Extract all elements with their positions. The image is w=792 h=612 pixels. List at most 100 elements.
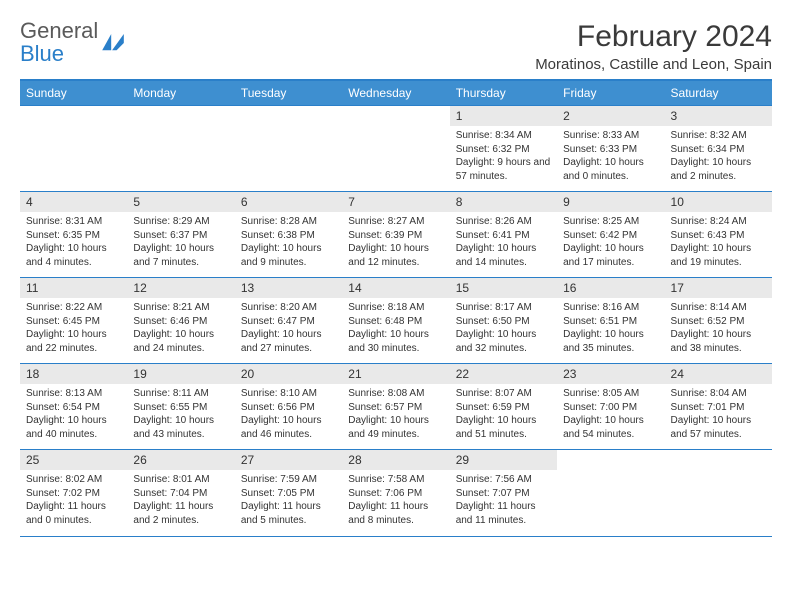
day-number: 17 xyxy=(665,278,772,298)
daylight-line: Daylight: 10 hours and 22 minutes. xyxy=(26,328,121,355)
brand-word2: Blue xyxy=(20,41,64,66)
sunrise-line: Sunrise: 8:07 AM xyxy=(456,387,551,401)
sunset-line: Sunset: 6:52 PM xyxy=(671,315,766,329)
day-body: Sunrise: 8:02 AMSunset: 7:02 PMDaylight:… xyxy=(20,470,127,531)
day-cell: 15Sunrise: 8:17 AMSunset: 6:50 PMDayligh… xyxy=(450,278,557,364)
day-number: 12 xyxy=(127,278,234,298)
daylight-line: Daylight: 10 hours and 0 minutes. xyxy=(563,156,658,183)
day-number: 2 xyxy=(557,106,664,126)
day-body: Sunrise: 8:32 AMSunset: 6:34 PMDaylight:… xyxy=(665,126,772,187)
day-cell: 2Sunrise: 8:33 AMSunset: 6:33 PMDaylight… xyxy=(557,106,664,192)
day-cell: 19Sunrise: 8:11 AMSunset: 6:55 PMDayligh… xyxy=(127,364,234,450)
daylight-line: Daylight: 10 hours and 19 minutes. xyxy=(671,242,766,269)
day-body: Sunrise: 8:28 AMSunset: 6:38 PMDaylight:… xyxy=(235,212,342,273)
sunset-line: Sunset: 7:07 PM xyxy=(456,487,551,501)
sunset-line: Sunset: 6:41 PM xyxy=(456,229,551,243)
day-cell: 6Sunrise: 8:28 AMSunset: 6:38 PMDaylight… xyxy=(235,192,342,278)
sunset-line: Sunset: 6:59 PM xyxy=(456,401,551,415)
day-cell: 18Sunrise: 8:13 AMSunset: 6:54 PMDayligh… xyxy=(20,364,127,450)
day-cell: 20Sunrise: 8:10 AMSunset: 6:56 PMDayligh… xyxy=(235,364,342,450)
day-cell: 17Sunrise: 8:14 AMSunset: 6:52 PMDayligh… xyxy=(665,278,772,364)
empty-cell xyxy=(665,450,772,536)
daylight-line: Daylight: 10 hours and 9 minutes. xyxy=(241,242,336,269)
day-cell: 4Sunrise: 8:31 AMSunset: 6:35 PMDaylight… xyxy=(20,192,127,278)
sunrise-line: Sunrise: 8:25 AM xyxy=(563,215,658,229)
day-number: 16 xyxy=(557,278,664,298)
daylight-line: Daylight: 10 hours and 14 minutes. xyxy=(456,242,551,269)
sunrise-line: Sunrise: 8:11 AM xyxy=(133,387,228,401)
brand-text: General Blue xyxy=(20,20,98,66)
day-number: 13 xyxy=(235,278,342,298)
day-body: Sunrise: 8:21 AMSunset: 6:46 PMDaylight:… xyxy=(127,298,234,359)
calendar-table: SundayMondayTuesdayWednesdayThursdayFrid… xyxy=(20,79,772,536)
sunrise-line: Sunrise: 8:04 AM xyxy=(671,387,766,401)
day-cell: 26Sunrise: 8:01 AMSunset: 7:04 PMDayligh… xyxy=(127,450,234,536)
day-number: 28 xyxy=(342,450,449,470)
day-body: Sunrise: 8:22 AMSunset: 6:45 PMDaylight:… xyxy=(20,298,127,359)
day-number: 14 xyxy=(342,278,449,298)
day-body: Sunrise: 8:11 AMSunset: 6:55 PMDaylight:… xyxy=(127,384,234,445)
day-body: Sunrise: 8:10 AMSunset: 6:56 PMDaylight:… xyxy=(235,384,342,445)
sunset-line: Sunset: 6:55 PM xyxy=(133,401,228,415)
day-cell: 14Sunrise: 8:18 AMSunset: 6:48 PMDayligh… xyxy=(342,278,449,364)
day-cell: 28Sunrise: 7:58 AMSunset: 7:06 PMDayligh… xyxy=(342,450,449,536)
day-header: Thursday xyxy=(450,80,557,106)
day-body: Sunrise: 8:25 AMSunset: 6:42 PMDaylight:… xyxy=(557,212,664,273)
day-body: Sunrise: 8:05 AMSunset: 7:00 PMDaylight:… xyxy=(557,384,664,445)
sunset-line: Sunset: 6:35 PM xyxy=(26,229,121,243)
day-number: 11 xyxy=(20,278,127,298)
daylight-line: Daylight: 11 hours and 11 minutes. xyxy=(456,500,551,527)
sunset-line: Sunset: 7:04 PM xyxy=(133,487,228,501)
daylight-line: Daylight: 11 hours and 5 minutes. xyxy=(241,500,336,527)
sunset-line: Sunset: 6:33 PM xyxy=(563,143,658,157)
daylight-line: Daylight: 10 hours and 40 minutes. xyxy=(26,414,121,441)
day-cell: 1Sunrise: 8:34 AMSunset: 6:32 PMDaylight… xyxy=(450,106,557,192)
day-body: Sunrise: 7:59 AMSunset: 7:05 PMDaylight:… xyxy=(235,470,342,531)
day-header: Wednesday xyxy=(342,80,449,106)
sunset-line: Sunset: 7:01 PM xyxy=(671,401,766,415)
daylight-line: Daylight: 10 hours and 35 minutes. xyxy=(563,328,658,355)
header: General Blue February 2024 Moratinos, Ca… xyxy=(20,20,772,73)
day-cell: 11Sunrise: 8:22 AMSunset: 6:45 PMDayligh… xyxy=(20,278,127,364)
sunrise-line: Sunrise: 8:32 AM xyxy=(671,129,766,143)
sunrise-line: Sunrise: 8:28 AM xyxy=(241,215,336,229)
week-row: 25Sunrise: 8:02 AMSunset: 7:02 PMDayligh… xyxy=(20,450,772,536)
sunset-line: Sunset: 6:45 PM xyxy=(26,315,121,329)
day-number: 27 xyxy=(235,450,342,470)
daylight-line: Daylight: 10 hours and 38 minutes. xyxy=(671,328,766,355)
day-body: Sunrise: 8:33 AMSunset: 6:33 PMDaylight:… xyxy=(557,126,664,187)
sunrise-line: Sunrise: 7:58 AM xyxy=(348,473,443,487)
sunset-line: Sunset: 6:47 PM xyxy=(241,315,336,329)
sunset-line: Sunset: 6:42 PM xyxy=(563,229,658,243)
day-body: Sunrise: 8:29 AMSunset: 6:37 PMDaylight:… xyxy=(127,212,234,273)
week-row: 1Sunrise: 8:34 AMSunset: 6:32 PMDaylight… xyxy=(20,106,772,192)
day-body: Sunrise: 8:14 AMSunset: 6:52 PMDaylight:… xyxy=(665,298,772,359)
sunrise-line: Sunrise: 8:20 AM xyxy=(241,301,336,315)
empty-cell xyxy=(127,106,234,192)
empty-cell xyxy=(342,106,449,192)
day-cell: 29Sunrise: 7:56 AMSunset: 7:07 PMDayligh… xyxy=(450,450,557,536)
day-cell: 27Sunrise: 7:59 AMSunset: 7:05 PMDayligh… xyxy=(235,450,342,536)
day-number: 3 xyxy=(665,106,772,126)
sunset-line: Sunset: 6:56 PM xyxy=(241,401,336,415)
day-cell: 21Sunrise: 8:08 AMSunset: 6:57 PMDayligh… xyxy=(342,364,449,450)
day-number: 5 xyxy=(127,192,234,212)
day-body: Sunrise: 8:31 AMSunset: 6:35 PMDaylight:… xyxy=(20,212,127,273)
day-body: Sunrise: 8:16 AMSunset: 6:51 PMDaylight:… xyxy=(557,298,664,359)
day-body: Sunrise: 8:01 AMSunset: 7:04 PMDaylight:… xyxy=(127,470,234,531)
day-header: Sunday xyxy=(20,80,127,106)
sunrise-line: Sunrise: 7:59 AM xyxy=(241,473,336,487)
sunset-line: Sunset: 7:05 PM xyxy=(241,487,336,501)
day-header: Monday xyxy=(127,80,234,106)
day-body: Sunrise: 8:24 AMSunset: 6:43 PMDaylight:… xyxy=(665,212,772,273)
week-row: 18Sunrise: 8:13 AMSunset: 6:54 PMDayligh… xyxy=(20,364,772,450)
sunrise-line: Sunrise: 8:14 AM xyxy=(671,301,766,315)
empty-cell xyxy=(235,106,342,192)
daylight-line: Daylight: 11 hours and 8 minutes. xyxy=(348,500,443,527)
month-year: February 2024 xyxy=(535,20,772,54)
day-cell: 24Sunrise: 8:04 AMSunset: 7:01 PMDayligh… xyxy=(665,364,772,450)
daylight-line: Daylight: 10 hours and 57 minutes. xyxy=(671,414,766,441)
sunset-line: Sunset: 6:37 PM xyxy=(133,229,228,243)
sunrise-line: Sunrise: 8:10 AM xyxy=(241,387,336,401)
bottom-rule xyxy=(20,536,772,537)
